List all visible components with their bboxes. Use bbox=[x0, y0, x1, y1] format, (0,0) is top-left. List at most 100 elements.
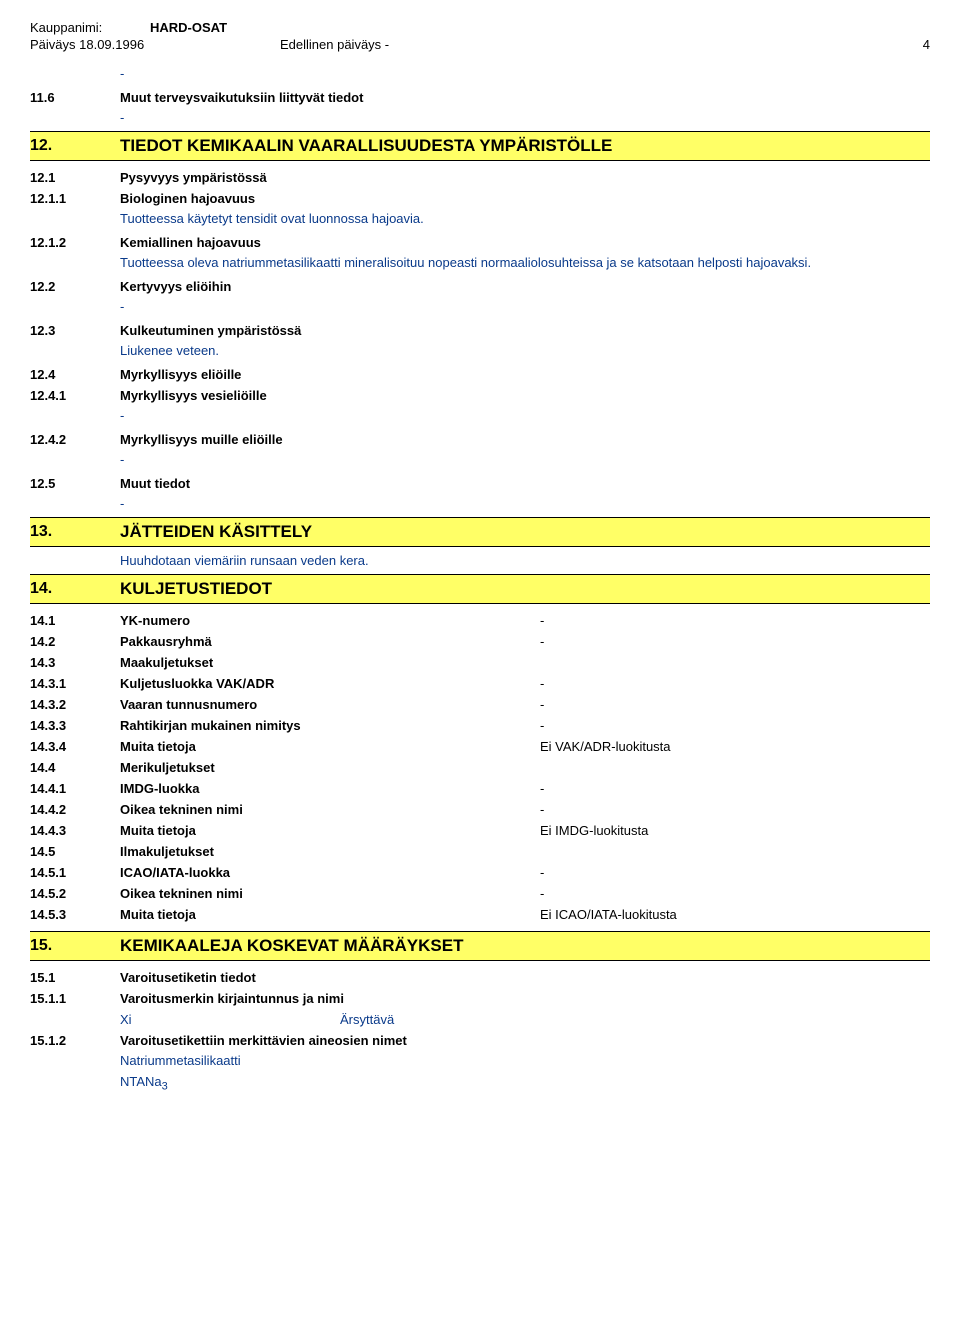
num: 15.1.2 bbox=[30, 1033, 120, 1048]
row-12-1-1-text: Tuotteessa käytetyt tensidit ovat luonno… bbox=[30, 211, 930, 226]
row-14-4-3: 14.4.3 Muita tietoja Ei IMDG-luokitusta bbox=[30, 820, 930, 841]
value: - bbox=[540, 634, 930, 649]
value: - bbox=[540, 697, 930, 712]
label: Rahtikirjan mukainen nimitys bbox=[120, 718, 540, 733]
row-14-3-4: 14.3.4 Muita tietoja Ei VAK/ADR-luokitus… bbox=[30, 736, 930, 757]
value: Ei IMDG-luokitusta bbox=[540, 823, 930, 838]
label: Biologinen hajoavuus bbox=[120, 191, 930, 206]
row-12-2: 12.2 Kertyvyys eliöihin bbox=[30, 276, 930, 297]
num: 15.1.1 bbox=[30, 991, 120, 1006]
row-12-5: 12.5 Muut tiedot bbox=[30, 473, 930, 494]
num: 12.5 bbox=[30, 476, 120, 491]
num: 12.1.2 bbox=[30, 235, 120, 250]
num: 12.2 bbox=[30, 279, 120, 294]
row-12-3-text: Liukenee veteen. bbox=[30, 343, 930, 358]
label: Oikea tekninen nimi bbox=[120, 802, 540, 817]
date-label: Päiväys 18.09.1996 bbox=[30, 37, 280, 52]
label: Myrkyllisyys vesieliöille bbox=[120, 388, 930, 403]
num: 14.2 bbox=[30, 634, 120, 649]
label: IMDG-luokka bbox=[120, 781, 540, 796]
num: 14.5 bbox=[30, 844, 120, 859]
label: Vaaran tunnusnumero bbox=[120, 697, 540, 712]
value: - bbox=[540, 718, 930, 733]
value: - bbox=[540, 781, 930, 796]
row-15-1-2-text2: NTANa3 bbox=[30, 1074, 930, 1093]
header-trade-name-row: Kauppanimi: HARD-OSAT bbox=[30, 20, 930, 35]
hazard-code: Xi bbox=[120, 1012, 340, 1027]
section-title: JÄTTEIDEN KÄSITTELY bbox=[120, 522, 312, 542]
row-12-1: 12.1 Pysyvyys ympäristössä bbox=[30, 167, 930, 188]
row-12-4-1: 12.4.1 Myrkyllisyys vesieliöille bbox=[30, 385, 930, 406]
row-15-1-1: 15.1.1 Varoitusmerkin kirjaintunnus ja n… bbox=[30, 988, 930, 1009]
num: 14.5.3 bbox=[30, 907, 120, 922]
row-12-2-dash: - bbox=[30, 299, 930, 314]
ntana-subscript: 3 bbox=[162, 1081, 168, 1093]
num: 11.6 bbox=[30, 90, 120, 105]
num: 14.3 bbox=[30, 655, 120, 670]
num: 14.4 bbox=[30, 760, 120, 775]
label: Varoitusetikettiin merkittävien aineosie… bbox=[120, 1033, 930, 1048]
row-14-5-1: 14.5.1 ICAO/IATA-luokka - bbox=[30, 862, 930, 883]
row-14-4: 14.4 Merikuljetukset bbox=[30, 757, 930, 778]
header-date-row: Päiväys 18.09.1996 Edellinen päiväys - 4 bbox=[30, 37, 930, 52]
label: Oikea tekninen nimi bbox=[120, 886, 540, 901]
label: Varoitusetiketin tiedot bbox=[120, 970, 930, 985]
prev-date-label: Edellinen päiväys - bbox=[280, 37, 890, 52]
row-14-2: 14.2 Pakkausryhmä - bbox=[30, 631, 930, 652]
trade-name-value: HARD-OSAT bbox=[150, 20, 227, 35]
section-num: 15. bbox=[30, 937, 120, 955]
row-14-3-3: 14.3.3 Rahtikirjan mukainen nimitys - bbox=[30, 715, 930, 736]
row-12-4-1-dash: - bbox=[30, 408, 930, 423]
row-14-4-2: 14.4.2 Oikea tekninen nimi - bbox=[30, 799, 930, 820]
num: 12.4 bbox=[30, 367, 120, 382]
label: Kemiallinen hajoavuus bbox=[120, 235, 930, 250]
row-15-1-2-text1: Natriummetasilikaatti bbox=[30, 1053, 930, 1068]
row-14-5-3: 14.5.3 Muita tietoja Ei ICAO/IATA-luokit… bbox=[30, 904, 930, 925]
row-12-4: 12.4 Myrkyllisyys eliöille bbox=[30, 364, 930, 385]
row-15-1: 15.1 Varoitusetiketin tiedot bbox=[30, 967, 930, 988]
section-num: 14. bbox=[30, 580, 120, 598]
label: YK-numero bbox=[120, 613, 540, 628]
row-14-3-2: 14.3.2 Vaaran tunnusnumero - bbox=[30, 694, 930, 715]
label: Merikuljetukset bbox=[120, 760, 930, 775]
value: - bbox=[540, 865, 930, 880]
num: 12.4.2 bbox=[30, 432, 120, 447]
hazard-word: Ärsyttävä bbox=[340, 1012, 394, 1027]
label: Maakuljetukset bbox=[120, 655, 930, 670]
row-12-3: 12.3 Kulkeutuminen ympäristössä bbox=[30, 320, 930, 341]
section-title: TIEDOT KEMIKAALIN VAARALLISUUDESTA YMPÄR… bbox=[120, 136, 612, 156]
label: Myrkyllisyys eliöille bbox=[120, 367, 930, 382]
num: 12.1 bbox=[30, 170, 120, 185]
label: Kulkeutuminen ympäristössä bbox=[120, 323, 930, 338]
row-14-1: 14.1 YK-numero - bbox=[30, 610, 930, 631]
num: 14.4.1 bbox=[30, 781, 120, 796]
label: Kertyvyys eliöihin bbox=[120, 279, 930, 294]
row-12-1-1: 12.1.1 Biologinen hajoavuus bbox=[30, 188, 930, 209]
row-14-4-1: 14.4.1 IMDG-luokka - bbox=[30, 778, 930, 799]
row-11-6-dash: - bbox=[30, 110, 930, 125]
label: Kuljetusluokka VAK/ADR bbox=[120, 676, 540, 691]
label: Varoitusmerkin kirjaintunnus ja nimi bbox=[120, 991, 930, 1006]
section-num: 13. bbox=[30, 523, 120, 541]
label: Muita tietoja bbox=[120, 907, 540, 922]
value: - bbox=[540, 676, 930, 691]
leading-dash: - bbox=[30, 66, 930, 81]
num: 14.4.3 bbox=[30, 823, 120, 838]
label: Muita tietoja bbox=[120, 823, 540, 838]
num: 14.5.2 bbox=[30, 886, 120, 901]
label: Myrkyllisyys muille eliöille bbox=[120, 432, 930, 447]
row-12-1-2: 12.1.2 Kemiallinen hajoavuus bbox=[30, 232, 930, 253]
num: 12.3 bbox=[30, 323, 120, 338]
section-12: 12. TIEDOT KEMIKAALIN VAARALLISUUDESTA Y… bbox=[30, 131, 930, 161]
value: Ei ICAO/IATA-luokitusta bbox=[540, 907, 930, 922]
label: Pysyvyys ympäristössä bbox=[120, 170, 930, 185]
page-number: 4 bbox=[890, 37, 930, 52]
section-num: 12. bbox=[30, 137, 120, 155]
label: Ilmakuljetukset bbox=[120, 844, 930, 859]
label: ICAO/IATA-luokka bbox=[120, 865, 540, 880]
trade-name-label: Kauppanimi: bbox=[30, 20, 150, 35]
section-15: 15. KEMIKAALEJA KOSKEVAT MÄÄRÄYKSET bbox=[30, 931, 930, 961]
row-14-3-1: 14.3.1 Kuljetusluokka VAK/ADR - bbox=[30, 673, 930, 694]
row-13-text: Huuhdotaan viemäriin runsaan veden kera. bbox=[30, 553, 930, 568]
value: - bbox=[540, 886, 930, 901]
